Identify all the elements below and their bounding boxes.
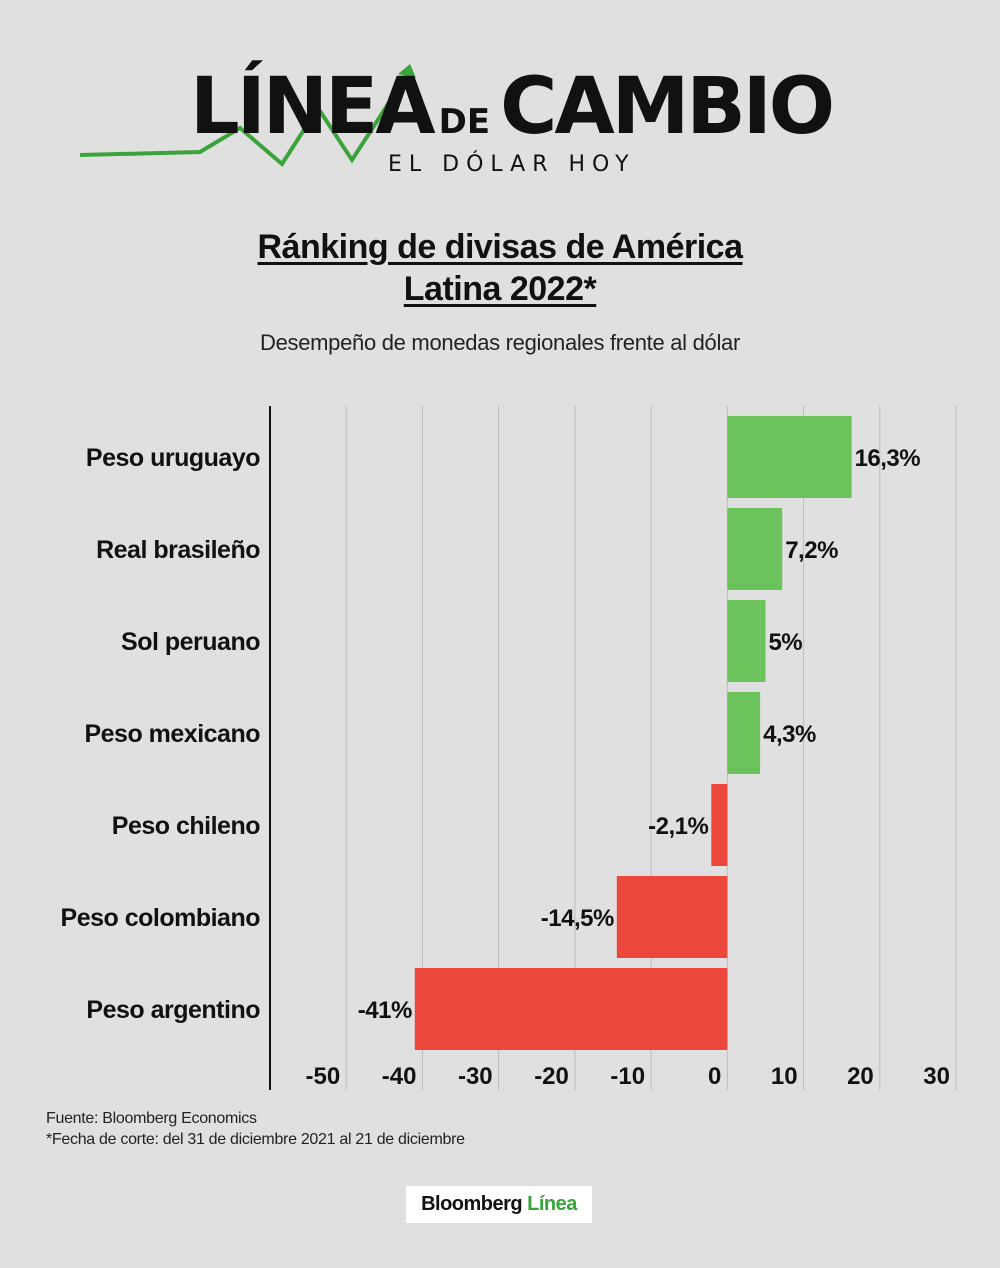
bar-0	[727, 416, 852, 498]
data-label-2: 5%	[768, 629, 802, 656]
category-label-0: Peso uruguayo	[86, 444, 260, 472]
category-label-4: Peso chileno	[112, 812, 260, 840]
x-tick-label-0: -50	[306, 1063, 341, 1090]
x-tick-label-5: 0	[708, 1063, 721, 1090]
bar-4	[711, 784, 728, 866]
bar-5	[616, 876, 728, 958]
source-note: Fuente: Bloomberg Economics	[46, 1110, 257, 1127]
bar-chart: 16,3% Peso uruguayo 7,2% Real brasileño 5% So…	[61, 406, 957, 1090]
x-tick-label-7: 20	[847, 1063, 874, 1090]
data-label-5: -14,5%	[541, 905, 614, 932]
chart-title-line1: Ránking de divisas de América	[257, 228, 744, 266]
logo-word-linea: LÍNEA	[190, 62, 436, 152]
data-label-1: 7,2%	[785, 537, 838, 564]
logo-word-cambio: CAMBIO	[500, 62, 835, 152]
trend-arrow-icon	[79, 64, 416, 168]
data-label-6: -41%	[358, 997, 412, 1024]
bar-1	[727, 508, 783, 590]
category-label-6: Peso argentino	[86, 996, 260, 1024]
brand-part1: Bloomberg	[421, 1193, 523, 1215]
x-tick-label-8: 30	[923, 1063, 950, 1090]
x-tick-label-6: 10	[771, 1063, 798, 1090]
data-label-3: 4,3%	[763, 721, 816, 748]
chart-subtitle: Desempeño de monedas regionales frente a…	[260, 330, 740, 355]
bar-6	[414, 968, 728, 1050]
footnote: *Fecha de corte: del 31 de diciembre 202…	[46, 1131, 465, 1148]
category-label-2: Sol peruano	[121, 628, 260, 656]
logo-word-de: DE	[438, 102, 491, 142]
data-label-0: 16,3%	[855, 445, 921, 472]
category-label-5: Peso colombiano	[61, 904, 261, 932]
bar-3	[727, 692, 761, 774]
x-tick-label-3: -20	[534, 1063, 569, 1090]
logo-tagline: EL DÓLAR HOY	[388, 152, 636, 177]
category-label-1: Real brasileño	[96, 536, 260, 564]
chart-title-line2: Latina 2022*	[403, 270, 597, 308]
logo: LÍNEA DE CAMBIO EL DÓLAR HOY	[0, 60, 1000, 190]
x-tick-label-2: -30	[458, 1063, 493, 1090]
x-tick-label-1: -40	[382, 1063, 417, 1090]
bloomberg-linea-logo: Bloomberg Línea	[406, 1186, 592, 1223]
bar-2	[727, 600, 766, 682]
x-tick-label-4: -10	[610, 1063, 645, 1090]
data-label-4: -2,1%	[648, 813, 708, 840]
chart-title: Ránking de divisas de América Latina 202…	[0, 226, 1000, 310]
category-label-3: Peso mexicano	[84, 720, 260, 748]
brand-part2: Línea	[527, 1193, 577, 1215]
